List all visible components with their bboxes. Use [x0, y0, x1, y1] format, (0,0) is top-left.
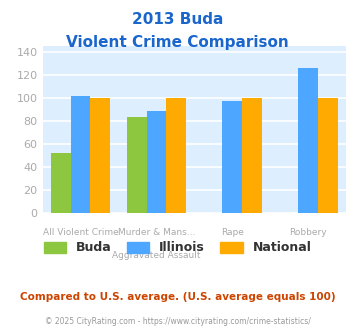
Bar — [71, 96, 91, 213]
Bar — [298, 68, 318, 213]
Bar — [318, 98, 338, 213]
Bar — [223, 101, 242, 213]
Bar — [242, 98, 262, 213]
Text: Compared to U.S. average. (U.S. average equals 100): Compared to U.S. average. (U.S. average … — [20, 292, 335, 302]
Text: Murder & Mans...: Murder & Mans... — [118, 228, 195, 237]
Text: Violent Crime Comparison: Violent Crime Comparison — [66, 35, 289, 50]
Legend: Buda, Illinois, National: Buda, Illinois, National — [39, 236, 316, 259]
Bar — [91, 98, 110, 213]
Bar — [51, 153, 71, 213]
Text: 2013 Buda: 2013 Buda — [132, 12, 223, 26]
Text: Aggravated Assault: Aggravated Assault — [112, 251, 201, 260]
Text: © 2025 CityRating.com - https://www.cityrating.com/crime-statistics/: © 2025 CityRating.com - https://www.city… — [45, 317, 310, 326]
Bar — [147, 111, 166, 213]
Text: Robbery: Robbery — [289, 228, 327, 237]
Text: All Violent Crime: All Violent Crime — [43, 228, 119, 237]
Bar — [127, 117, 147, 213]
Text: Rape: Rape — [221, 228, 244, 237]
Bar — [166, 98, 186, 213]
